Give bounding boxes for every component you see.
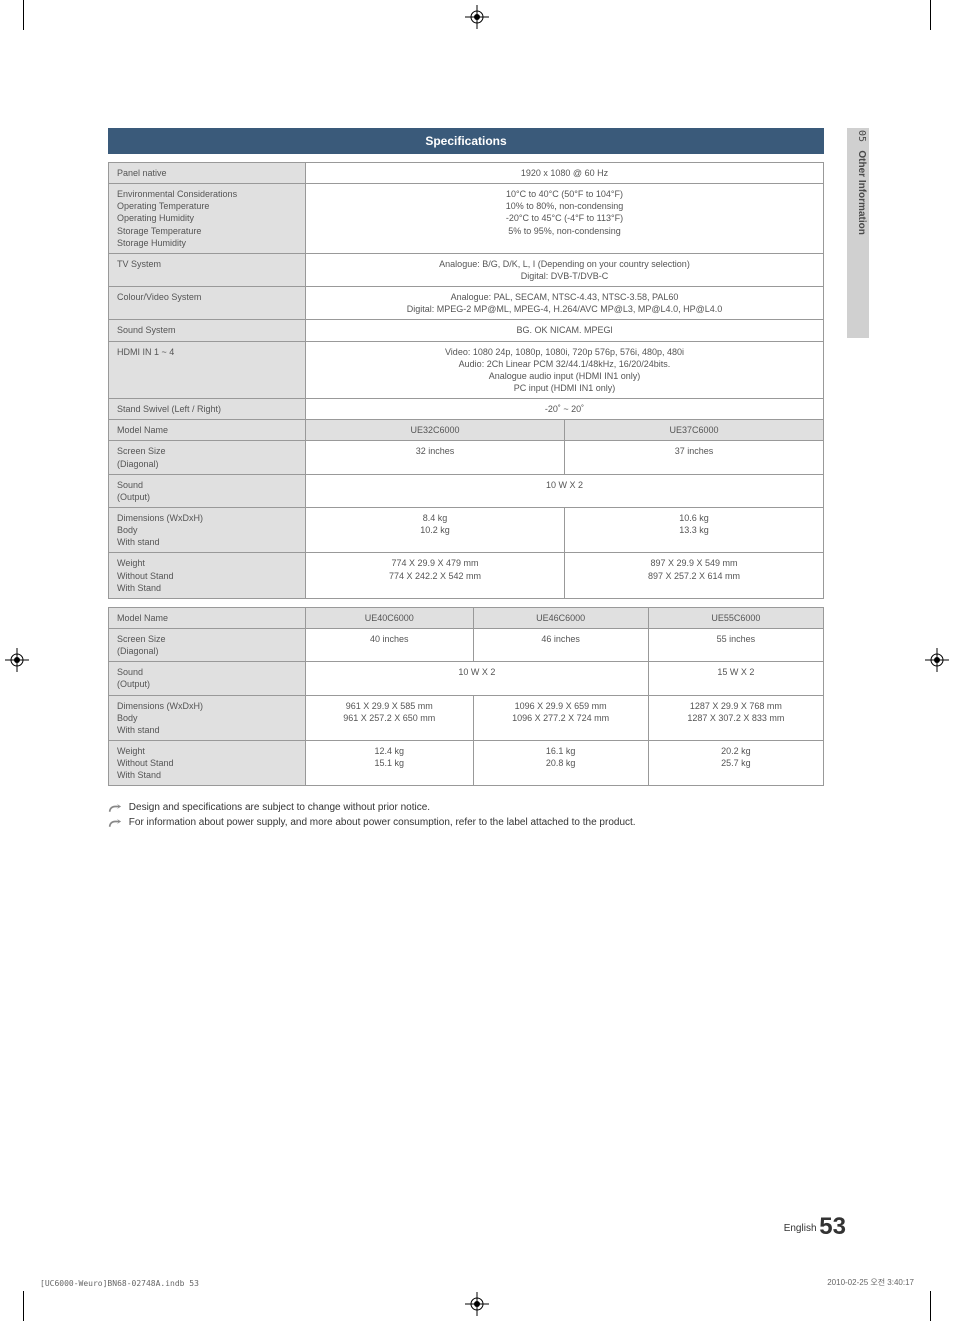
spec-label: Sound(Output) [109,662,306,695]
spec-value: 46 inches [473,628,648,661]
spec-value: 32 inches [306,441,565,474]
spec-label: Colour/Video System [109,287,306,320]
registration-mark-icon [465,5,489,29]
note-icon [108,818,122,828]
spec-table-1: Panel native1920 x 1080 @ 60 HzEnvironme… [108,162,824,599]
spec-value: Analogue: B/G, D/K, L, I (Depending on y… [306,253,824,286]
page-num-value: 53 [819,1213,846,1240]
spec-value: 961 X 29.9 X 585 mm961 X 257.2 X 650 mm [306,695,474,740]
note-icon [108,803,122,813]
crop-mark [23,1291,24,1321]
spec-value: BG. OK NICAM. MPEGl [306,320,824,341]
spec-label: HDMI IN 1 ~ 4 [109,341,306,399]
spec-header: Specifications [108,128,824,154]
spec-value: 15 W X 2 [648,662,823,695]
section-tab-text: 05 Other Information [856,130,867,235]
spec-value: 37 inches [564,441,823,474]
spec-label: Stand Swivel (Left / Right) [109,399,306,420]
spec-table-2: Model NameUE40C6000UE46C6000UE55C6000 Scr… [108,607,824,787]
note-1: Design and specifications are subject to… [108,800,824,815]
spec-label: Environmental ConsiderationsOperating Te… [109,184,306,254]
spec-label: TV System [109,253,306,286]
spec-value: 16.1 kg20.8 kg [473,740,648,785]
spec-value: 10 W X 2 [306,474,824,507]
spec-value: Analogue: PAL, SECAM, NTSC-4.43, NTSC-3.… [306,287,824,320]
page-content: Specifications Panel native1920 x 1080 @… [108,128,824,830]
spec-value: 10 W X 2 [306,662,649,695]
spec-label: WeightWithout StandWith Stand [109,553,306,598]
spec-value: 40 inches [306,628,474,661]
spec-label: Sound System [109,320,306,341]
spec-value: 774 X 29.9 X 479 mm774 X 242.2 X 542 mm [306,553,565,598]
page-lang: English [784,1223,817,1234]
footer-right: 2010-02-25 오전 3:40:17 [827,1277,914,1288]
model-label: Model Name [109,420,306,441]
section-number: 05 [856,130,867,142]
spec-label: Dimensions (WxDxH)BodyWith stand [109,695,306,740]
model-name: UE55C6000 [648,607,823,628]
registration-mark-icon [925,648,949,672]
model-name: UE32C6000 [306,420,565,441]
model-name: UE40C6000 [306,607,474,628]
registration-mark-icon [465,1292,489,1316]
spec-label: WeightWithout StandWith Stand [109,740,306,785]
spec-value: 1287 X 29.9 X 768 mm1287 X 307.2 X 833 m… [648,695,823,740]
spec-label: Screen Size(Diagonal) [109,628,306,661]
spec-value: 10.6 kg13.3 kg [564,507,823,552]
note-2: For information about power supply, and … [108,815,824,830]
spec-label: Screen Size(Diagonal) [109,441,306,474]
spec-label: Sound(Output) [109,474,306,507]
spec-value: 20.2 kg25.7 kg [648,740,823,785]
page-number: English 53 [784,1213,846,1241]
notes: Design and specifications are subject to… [108,800,824,830]
model-name: UE46C6000 [473,607,648,628]
spec-label: Dimensions (WxDxH)BodyWith stand [109,507,306,552]
section-label: Other Information [856,150,867,234]
spec-value: Video: 1080 24p, 1080p, 1080i, 720p 576p… [306,341,824,399]
spec-value: -20˚ ~ 20˚ [306,399,824,420]
spec-value: 1920 x 1080 @ 60 Hz [306,163,824,184]
spec-value: 55 inches [648,628,823,661]
crop-mark [23,0,24,30]
crop-mark [930,1291,931,1321]
note-text: For information about power supply, and … [129,817,636,828]
registration-mark-icon [5,648,29,672]
spec-value: 1096 X 29.9 X 659 mm1096 X 277.2 X 724 m… [473,695,648,740]
spec-label: Panel native [109,163,306,184]
spec-value: 897 X 29.9 X 549 mm897 X 257.2 X 614 mm [564,553,823,598]
spec-value: 8.4 kg10.2 kg [306,507,565,552]
crop-mark [930,0,931,30]
model-label: Model Name [109,607,306,628]
spec-value: 10°C to 40°C (50°F to 104°F)10% to 80%, … [306,184,824,254]
footer-left: [UC6000-Weuro]BN68-02748A.indb 53 [40,1279,199,1288]
note-text: Design and specifications are subject to… [129,802,430,813]
spec-value: 12.4 kg15.1 kg [306,740,474,785]
model-name: UE37C6000 [564,420,823,441]
